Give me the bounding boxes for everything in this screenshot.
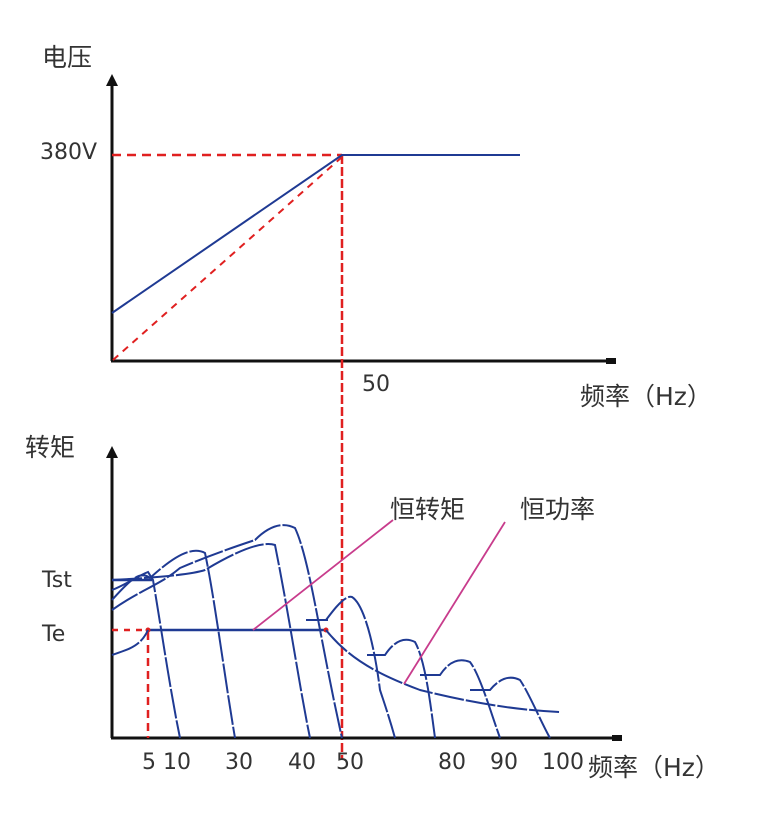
curve-40hz xyxy=(111,524,343,739)
torque-curves xyxy=(111,524,561,739)
te-tick-label: Te xyxy=(42,622,66,647)
380v-tick-label: 380V xyxy=(40,140,98,165)
torque-axis-label: 转矩 xyxy=(25,433,76,462)
boosted-vf-line xyxy=(111,154,520,314)
constant-torque-label: 恒转矩 xyxy=(390,495,466,524)
curve-30hz xyxy=(111,543,311,739)
constant-power-label: 恒功率 xyxy=(520,495,596,524)
bottom-chart xyxy=(106,446,622,741)
tst-tick-label: Tst xyxy=(42,568,72,593)
x-tick-80: 80 xyxy=(438,750,466,775)
x-tick-5: 5 xyxy=(142,750,156,775)
curve-60hz xyxy=(367,638,436,739)
voltage-axis-label: 电压 xyxy=(42,43,93,72)
x-tick-90: 90 xyxy=(490,750,518,775)
x-tick-50: 50 xyxy=(336,750,364,775)
constant-power-curve xyxy=(325,629,561,713)
x-tick-100: 100 xyxy=(542,750,584,775)
curve-5hz xyxy=(111,570,181,739)
top-frequency-axis-label: 频率（Hz） xyxy=(580,382,712,411)
curve-80hz xyxy=(420,659,501,739)
constant-power-leader xyxy=(403,521,506,685)
x-tick-30: 30 xyxy=(225,750,253,775)
top-chart xyxy=(106,74,616,760)
50hz-tick-label: 50 xyxy=(362,372,390,397)
constant-torque-leader xyxy=(252,519,394,631)
curve-90hz xyxy=(470,676,551,739)
curve-50hz xyxy=(306,595,396,739)
curve-10hz xyxy=(111,549,236,739)
x-tick-40: 40 xyxy=(288,750,316,775)
linear-vf-line xyxy=(112,156,343,361)
x-tick-10: 10 xyxy=(163,750,191,775)
bottom-frequency-axis-label: 频率（Hz） xyxy=(588,753,720,782)
